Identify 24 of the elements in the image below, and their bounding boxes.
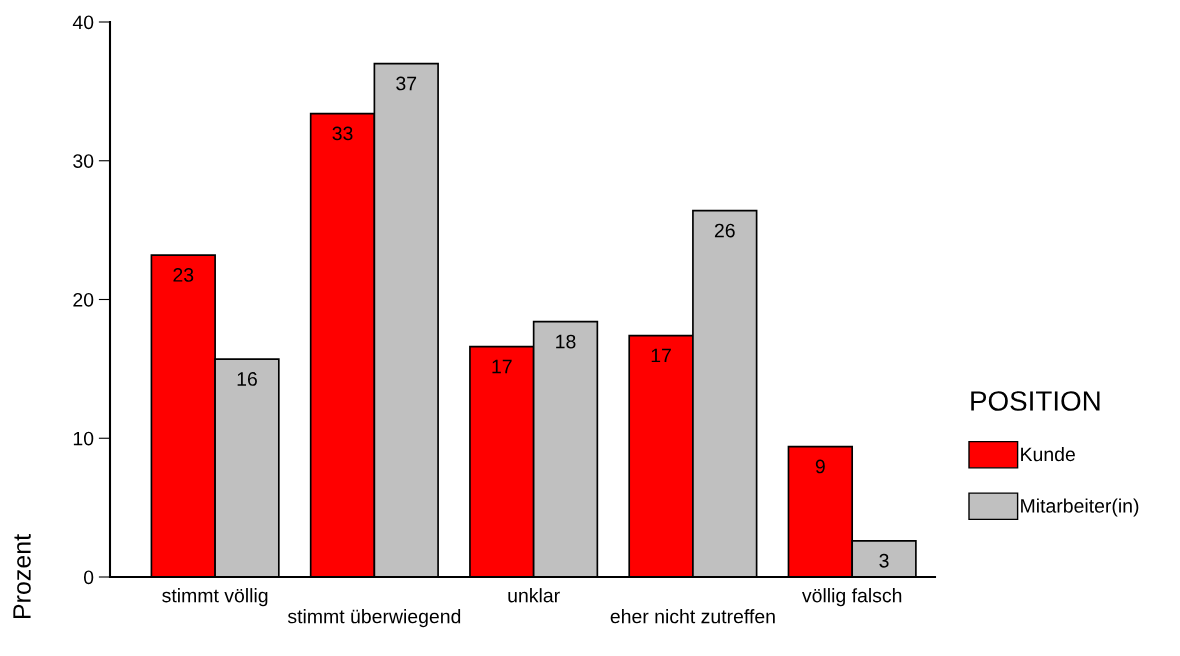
y-axis-title: Prozent bbox=[13, 534, 31, 619]
data-label: 33 bbox=[332, 126, 353, 141]
y-tick-label: 40 bbox=[72, 15, 94, 30]
y-tick-label: 30 bbox=[73, 154, 94, 168]
y-tick-label: 0 bbox=[83, 570, 94, 585]
data-label: 37 bbox=[396, 76, 417, 91]
x-tick-label: stimmt völlig bbox=[162, 588, 268, 607]
x-tick-label: eher nicht zutreffen bbox=[610, 609, 775, 624]
data-label: 16 bbox=[237, 372, 257, 386]
x-tick-label: unklar bbox=[508, 588, 560, 603]
data-label: 3 bbox=[879, 553, 889, 568]
data-label: 17 bbox=[651, 348, 671, 363]
data-label: 9 bbox=[815, 459, 825, 474]
y-tick-label: 20 bbox=[73, 292, 94, 307]
data-label: 18 bbox=[556, 334, 576, 349]
x-tick-label: völlig falsch bbox=[802, 588, 902, 607]
legend-label: Kunde bbox=[1021, 446, 1075, 462]
data-label: 23 bbox=[173, 268, 194, 282]
legend-label: Mitarbeiter(in) bbox=[1021, 498, 1139, 517]
data-label: 17 bbox=[492, 359, 512, 374]
x-tick-label: stimmt überwiegend bbox=[287, 609, 461, 628]
y-tick-label: 10 bbox=[73, 431, 94, 446]
data-label: 26 bbox=[714, 223, 735, 238]
legend-title: POSITION bbox=[971, 391, 1100, 411]
